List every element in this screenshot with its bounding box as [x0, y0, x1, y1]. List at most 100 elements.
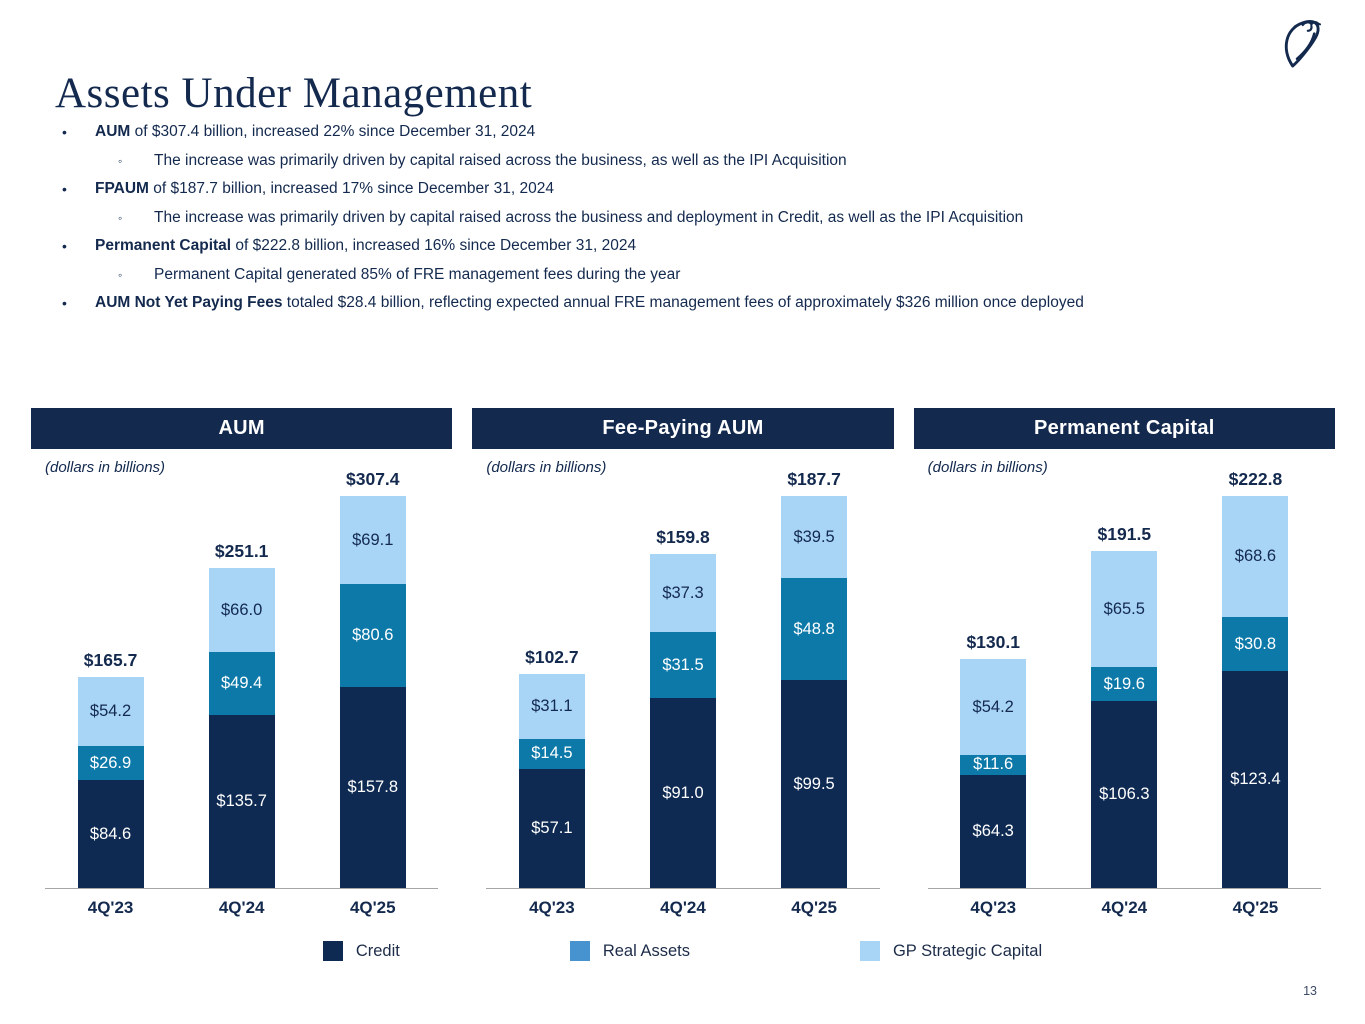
bar-segment-credit: $123.4	[1222, 670, 1289, 888]
legend-label-real-assets: Real Assets	[602, 941, 690, 960]
chart-note: (dollars in billions)	[486, 459, 607, 476]
bar-segment-value: $19.6	[1103, 674, 1145, 693]
category-label: 4Q'24	[1101, 898, 1148, 917]
bar-column: $191.5 $65.5 $19.6 $106.3	[1059, 524, 1190, 888]
bullet-fpaum: • FPAUM of $187.7 billion, increased 17%…	[58, 175, 1329, 204]
bar-segment-gp-strategic-capital: $37.3	[649, 554, 716, 633]
x-axis-line	[927, 888, 1321, 889]
bar-segment-value: $57.1	[531, 819, 573, 838]
categories-row: 4Q'23 4Q'24 4Q'25	[914, 889, 1335, 918]
bar-segment-real-assets: $11.6	[960, 754, 1027, 775]
bar-stack: $31.1 $14.5 $57.1	[518, 673, 585, 888]
bar-segment-value: $37.3	[662, 584, 704, 602]
chart-panel-aum: AUM (dollars in billions) $165.7 $54.2 $26…	[31, 408, 453, 918]
bullet-aum: • AUM of $307.4 billion, increased 22% s…	[58, 118, 1329, 147]
bar-stack: $69.1 $80.6 $157.8	[339, 495, 406, 888]
bullet-dot: •	[62, 238, 67, 254]
bar-stack: $66.0 $49.4 $135.7	[208, 567, 275, 888]
bar-segment-credit: $106.3	[1091, 701, 1158, 888]
category-label: 4Q'23	[87, 898, 134, 917]
bar-segment-value: $54.2	[972, 697, 1014, 716]
bar-stack: $37.3 $31.5 $91.0	[649, 554, 716, 888]
bullet-permanent-bold: Permanent Capital	[95, 237, 232, 254]
chart-area: (dollars in billions) $165.7 $54.2 $26.9 $8…	[31, 449, 452, 918]
bullet-circle: ◦	[118, 210, 123, 225]
bar-segment-value: $31.5	[662, 655, 704, 674]
blue-owl-logo	[1279, 14, 1325, 77]
bar-segment-credit: $99.5	[781, 680, 848, 888]
bars-row: $102.7 $31.1 $14.5 $57.1 $159.8 $37.3 $31.5 $91…	[472, 449, 893, 888]
bullet-aum-sub: ◦ The increase was primarily driven by c…	[58, 147, 1329, 176]
bullet-permanent: • Permanent Capital of $222.8 billion, i…	[58, 232, 1329, 261]
bar-stack: $54.2 $11.6 $64.3	[960, 659, 1027, 888]
real-assets-swatch-icon	[569, 941, 590, 961]
bullet-dot: •	[62, 181, 67, 197]
bar-segment-credit: $135.7	[208, 715, 275, 888]
bar-segment-gp-strategic-capital: $66.0	[208, 567, 275, 652]
chart-header-fee-paying-aum: Fee-Paying AUM	[472, 408, 894, 449]
legend: Credit Real Assets GP Strategic Capital	[0, 941, 1365, 961]
bullet-fpaum-sub: ◦ The increase was primarily driven by c…	[58, 204, 1329, 233]
category-label: 4Q'25	[349, 898, 396, 917]
category-label: 4Q'24	[218, 898, 265, 917]
bar-column: $159.8 $37.3 $31.5 $91.0	[617, 527, 748, 888]
bullet-permanent-sub-text: Permanent Capital generated 85% of FRE m…	[154, 265, 681, 283]
bar-stack: $65.5 $19.6 $106.3	[1091, 551, 1158, 888]
bars-row: $165.7 $54.2 $26.9 $84.6 $251.1 $66.0 $49.4 $13…	[31, 449, 452, 888]
bullet-aum-bold: AUM	[95, 123, 131, 140]
bar-segment-value: $157.8	[347, 778, 398, 797]
total-label: $191.5	[1097, 524, 1152, 545]
bar-column: $251.1 $66.0 $49.4 $135.7	[176, 541, 307, 888]
legend-label-credit: Credit	[355, 941, 400, 960]
bar-segment-credit: $64.3	[960, 774, 1027, 888]
chart-panel-fee-paying-aum: Fee-Paying AUM (dollars in billions) $10…	[472, 408, 894, 918]
bar-segment-value: $11.6	[973, 755, 1014, 774]
bar-column: $222.8 $68.6 $30.8 $123.4	[1190, 469, 1321, 888]
bar-segment-value: $64.3	[972, 822, 1014, 841]
total-label: $130.1	[966, 632, 1020, 653]
bar-column: $130.1 $54.2 $11.6 $64.3	[928, 632, 1059, 888]
bar-segment-gp-strategic-capital: $68.6	[1222, 496, 1289, 617]
bar-segment-value: $135.7	[216, 792, 267, 811]
bar-segment-value: $31.1	[531, 696, 573, 715]
total-label: $222.8	[1228, 469, 1283, 490]
bar-segment-gp-strategic-capital: $69.1	[339, 495, 406, 585]
chart-area: (dollars in billions) $102.7 $31.1 $14.5 $5…	[472, 449, 893, 918]
bar-stack: $54.2 $26.9 $84.6	[77, 676, 144, 888]
category-label: 4Q'23	[529, 898, 575, 917]
bar-segment-gp-strategic-capital: $65.5	[1091, 551, 1158, 667]
bullet-list: • AUM of $307.4 billion, increased 22% s…	[58, 118, 1329, 318]
bar-segment-value: $66.0	[221, 600, 263, 619]
bar-segment-real-assets: $80.6	[339, 584, 406, 687]
bullet-permanent-text: of $222.8 billion, increased 16% since D…	[231, 237, 637, 254]
bars-row: $130.1 $54.2 $11.6 $64.3 $191.5 $65.5 $19.6 $10…	[914, 449, 1335, 888]
bar-segment-value: $69.1	[352, 530, 394, 549]
total-label: $102.7	[525, 646, 579, 667]
page-number: 13	[1303, 984, 1317, 998]
bar-segment-value: $49.4	[221, 674, 263, 693]
bar-segment-value: $91.0	[662, 783, 704, 802]
bar-segment-gp-strategic-capital: $39.5	[781, 495, 848, 579]
x-axis-line	[45, 888, 439, 889]
bar-segment-real-assets: $48.8	[781, 578, 848, 681]
bullet-aum-text: of $307.4 billion, increased 22% since D…	[130, 123, 536, 140]
bullet-dot: •	[62, 124, 67, 140]
bar-segment-value: $39.5	[793, 527, 835, 546]
bar-column: $165.7 $54.2 $26.9 $84.6	[45, 650, 176, 888]
bar-segment-value: $14.5	[531, 744, 573, 763]
gp-strategic-capital-swatch-icon	[859, 941, 880, 961]
bar-segment-real-assets: $31.5	[649, 632, 716, 698]
bullet-circle: ◦	[118, 153, 123, 168]
chart-note: (dollars in billions)	[45, 459, 166, 476]
legend-item-credit: Credit	[322, 941, 400, 961]
bar-segment-credit: $84.6	[77, 780, 144, 888]
bar-segment-credit: $57.1	[518, 768, 585, 888]
bar-segment-value: $54.2	[89, 702, 132, 721]
credit-swatch-icon	[322, 941, 343, 961]
category-label: 4Q'23	[970, 898, 1017, 917]
bar-segment-value: $123.4	[1230, 770, 1281, 789]
bar-segment-value: $68.6	[1234, 547, 1277, 566]
total-label: $307.4	[346, 468, 400, 489]
x-axis-line	[486, 888, 880, 889]
bullet-permanent-sub: ◦ Permanent Capital generated 85% of FRE…	[58, 261, 1329, 290]
